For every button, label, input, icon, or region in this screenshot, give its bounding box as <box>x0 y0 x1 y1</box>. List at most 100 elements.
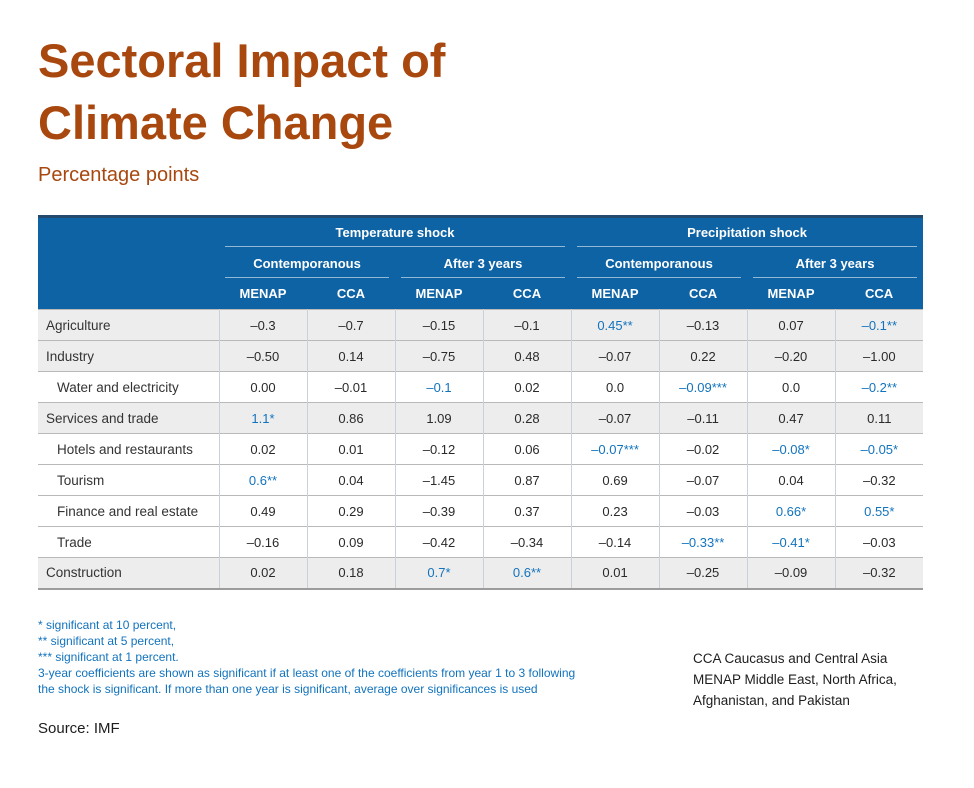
cell-value: 0.66* <box>746 495 836 527</box>
impact-table: Temperature shock Precipitation shock Co… <box>38 215 924 590</box>
cell-value: 0.23 <box>570 495 660 527</box>
cell-value: –0.33** <box>658 526 748 558</box>
cell-value: –0.02 <box>658 433 748 465</box>
cell-value: –0.08* <box>746 433 836 465</box>
abbreviation-line: MENAP Middle East, North Africa, <box>693 672 897 687</box>
cell-value: –0.50 <box>218 340 307 372</box>
cell-value: –0.07*** <box>570 433 660 465</box>
table-row: Industry –0.50 0.14 –0.75 0.48 –0.07 0.22 –0.… <box>38 340 924 372</box>
cell-value: 0.49 <box>218 495 307 527</box>
cell-value: 0.14 <box>306 340 395 372</box>
cell-value: –0.20 <box>746 340 836 372</box>
cell-value: –0.3 <box>218 309 307 341</box>
column-header-cca: CCA <box>512 286 542 302</box>
cell-value: 0.69 <box>570 464 660 496</box>
footnote-line: ** significant at 5 percent, <box>38 634 175 648</box>
footnote-line: the shock is significant. If more than o… <box>38 682 538 696</box>
cell-value: 0.6** <box>482 557 572 589</box>
abbreviation-key: CCA Caucasus and Central Asia MENAP Midd… <box>693 648 897 711</box>
cell-value: –0.07 <box>658 464 748 496</box>
cell-value: –0.75 <box>394 340 483 372</box>
cell-value: 0.00 <box>218 371 307 403</box>
cell-value: –0.09 <box>746 557 836 589</box>
row-label: Industry <box>46 348 95 364</box>
cell-value: 0.86 <box>306 402 395 434</box>
table-row: Trade –0.16 0.09 –0.42 –0.34 –0.14 –0.33** –0… <box>38 526 924 558</box>
row-label: Agriculture <box>46 317 111 333</box>
cell-value: –0.15 <box>394 309 483 341</box>
cell-value: 0.18 <box>306 557 395 589</box>
cell-value: 0.45** <box>570 309 660 341</box>
cell-value: –0.07 <box>570 340 660 372</box>
group-header-precipitation-shock: Precipitation shock <box>571 215 924 248</box>
row-label: Services and trade <box>46 410 159 426</box>
table-row: Hotels and restaurants 0.02 0.01 –0.12 0.0… <box>38 433 924 465</box>
cell-value: –1.45 <box>394 464 483 496</box>
cell-value: –0.13 <box>658 309 748 341</box>
group-header-temperature-shock: Temperature shock <box>219 215 572 248</box>
subgroup-header-temp-after-3-years: After 3 years <box>395 248 571 279</box>
impact-table-wrap: Temperature shock Precipitation shock Co… <box>38 215 924 590</box>
cell-value: 0.0 <box>570 371 660 403</box>
cell-value: 0.7* <box>394 557 483 589</box>
cell-value: 0.01 <box>306 433 395 465</box>
row-label: Trade <box>57 534 92 550</box>
cell-value: 0.02 <box>218 433 307 465</box>
cell-value: –0.1 <box>394 371 483 403</box>
cell-value: –0.32 <box>834 557 924 589</box>
table-row: Finance and real estate 0.49 0.29 –0.39 0.… <box>38 495 924 527</box>
table-header: Temperature shock Precipitation shock Co… <box>38 215 924 310</box>
table-body: Agriculture –0.3 –0.7 –0.15 –0.1 0.45** –0.1… <box>38 309 924 589</box>
page-title: Sectoral Impact of Climate Change <box>38 30 445 154</box>
cell-value: 0.09 <box>306 526 395 558</box>
column-header-menap: MENAP <box>239 286 287 302</box>
cell-value: –0.12 <box>394 433 483 465</box>
cell-value: 0.04 <box>746 464 836 496</box>
footnotes: * significant at 10 percent, ** signific… <box>38 617 575 697</box>
cell-value: 0.01 <box>570 557 660 589</box>
abbreviation-line: Afghanistan, and Pakistan <box>693 693 850 708</box>
cell-value: –1.00 <box>834 340 924 372</box>
cell-value: 0.28 <box>482 402 572 434</box>
cell-value: 0.55* <box>834 495 924 527</box>
page-title-line-1: Sectoral Impact of <box>38 34 446 87</box>
column-header-menap: MENAP <box>767 286 815 302</box>
group-header-row: Temperature shock Precipitation shock <box>38 215 924 310</box>
cell-value: –0.34 <box>482 526 572 558</box>
table-row: Tourism 0.6** 0.04 –1.45 0.87 0.69 –0.07 0.04… <box>38 464 924 496</box>
footnote-line: 3-year coefficients are shown as signifi… <box>38 666 576 680</box>
cell-value: –0.42 <box>394 526 483 558</box>
cell-value: –0.39 <box>394 495 483 527</box>
column-header-cca: CCA <box>864 286 894 302</box>
cell-value: 0.48 <box>482 340 572 372</box>
cell-value: 0.02 <box>482 371 572 403</box>
cell-value: 1.1* <box>218 402 307 434</box>
table-row: Construction 0.02 0.18 0.7* 0.6** 0.01 –0.25… <box>38 557 924 589</box>
table-row: Agriculture –0.3 –0.7 –0.15 –0.1 0.45** –0.1… <box>38 309 924 341</box>
cell-value: –0.11 <box>658 402 748 434</box>
subgroup-header-precip-contemporanous: Contemporanous <box>571 248 747 279</box>
subgroup-header-temp-contemporanous: Contemporanous <box>219 248 395 279</box>
cell-value: 1.09 <box>394 402 483 434</box>
cell-value: 0.06 <box>482 433 572 465</box>
column-header-menap: MENAP <box>415 286 463 302</box>
cell-value: 0.47 <box>746 402 836 434</box>
cell-value: –0.01 <box>306 371 395 403</box>
cell-value: –0.32 <box>834 464 924 496</box>
cell-value: 0.02 <box>218 557 307 589</box>
cell-value: 0.37 <box>482 495 572 527</box>
page-title-line-2: Climate Change <box>38 96 394 149</box>
cell-value: 0.6** <box>218 464 307 496</box>
row-label: Construction <box>46 565 122 581</box>
cell-value: –0.05* <box>834 433 924 465</box>
cell-value: 0.29 <box>306 495 395 527</box>
cell-value: –0.03 <box>834 526 924 558</box>
table-row: Services and trade 1.1* 0.86 1.09 0.28 –0.0… <box>38 402 924 434</box>
cell-value: 0.07 <box>746 309 836 341</box>
row-label: Water and electricity <box>57 379 179 395</box>
cell-value: –0.14 <box>570 526 660 558</box>
row-label: Hotels and restaurants <box>57 441 193 457</box>
cell-value: 0.87 <box>482 464 572 496</box>
cell-value: –0.1 <box>482 309 572 341</box>
